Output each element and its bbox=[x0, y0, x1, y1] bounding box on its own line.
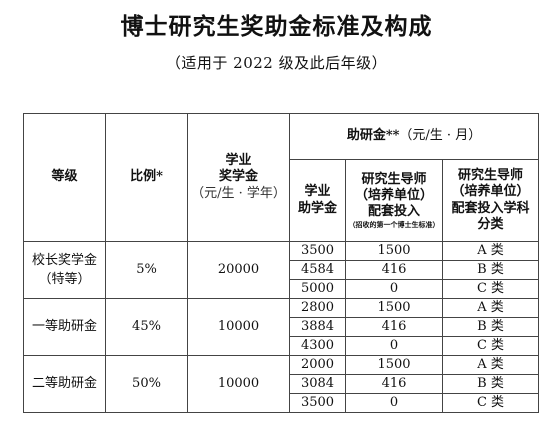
header-scholarship-line1: 学业 bbox=[225, 153, 252, 169]
header-supervisor-line1: 研究生导师 bbox=[361, 171, 427, 187]
category-cell: B 类 bbox=[441, 260, 540, 280]
supervisor-input-cell: 1500 bbox=[345, 241, 443, 261]
header-supervisor-line3: 配套投入 bbox=[367, 204, 420, 220]
category-cell: A 类 bbox=[441, 298, 540, 318]
header-grant-unit: （元/生 · 月） bbox=[399, 128, 482, 144]
category-cell: A 类 bbox=[441, 241, 540, 261]
scholarship-cell: 20000 bbox=[187, 241, 290, 299]
supervisor-input-cell: 0 bbox=[345, 393, 443, 413]
category-cell: C 类 bbox=[441, 336, 540, 356]
table-row: 4584 416 B 类 bbox=[24, 260, 540, 280]
table-row: 校长奖学金 （特等） 5% 20000 3500 1500 A 类 bbox=[23, 241, 540, 299]
academic-grant-cell: 5000 bbox=[289, 279, 346, 299]
table-row: 一等助研金 45% 10000 2800 1500 A 类 bbox=[23, 298, 540, 356]
academic-grant-cell: 3500 bbox=[289, 241, 346, 261]
table-row: 3500 0 C 类 bbox=[24, 393, 540, 413]
header-grant: 助研金**（元/生 · 月） bbox=[288, 113, 540, 160]
page-subtitle: （适用于 2022 级及此后年级） bbox=[165, 54, 388, 72]
header-scholarship-line2: 奖学金 bbox=[218, 169, 258, 185]
header-academic-line1: 学业 bbox=[304, 184, 331, 200]
academic-grant-cell: 3084 bbox=[289, 374, 346, 394]
academic-grant-cell: 4300 bbox=[289, 336, 346, 356]
category-cell: A 类 bbox=[441, 355, 540, 375]
category-cell: B 类 bbox=[441, 317, 540, 337]
table-row: 二等助研金 50% 10000 2000 1500 A 类 bbox=[23, 355, 540, 413]
grade-cell: 校长奖学金 （特等） bbox=[23, 241, 106, 299]
grade-cell: 二等助研金 bbox=[23, 355, 106, 413]
table-row: 3884 416 B 类 bbox=[24, 317, 540, 337]
header-grade: 等级 bbox=[23, 113, 106, 242]
ratio-cell: 50% bbox=[105, 355, 188, 413]
supervisor-input-cell: 416 bbox=[345, 317, 443, 337]
header-grant-label: 助研金** bbox=[346, 128, 400, 144]
scholarship-cell: 10000 bbox=[187, 298, 290, 356]
academic-grant-cell: 3884 bbox=[289, 317, 346, 337]
scholarship-table: 等级 比例* 学业 奖学金 （元/生 · 学年） 助研金**（元/生 · 月） … bbox=[23, 113, 540, 413]
academic-grant-cell: 2000 bbox=[289, 355, 346, 375]
header-row-2: 学业 助学金 研究生导师 （培养单位） 配套投入 （招收的第一个博士生标准） 研… bbox=[24, 159, 540, 242]
header-supervisor: 研究生导师 （培养单位） 配套投入 （招收的第一个博士生标准） bbox=[345, 159, 443, 242]
header-row-1: 等级 比例* 学业 奖学金 （元/生 · 学年） 助研金**（元/生 · 月） bbox=[23, 113, 540, 242]
grade-cell: 一等助研金 bbox=[23, 298, 106, 356]
header-supervisor-note: （招收的第一个博士生标准） bbox=[348, 219, 440, 229]
page-title: 博士研究生奖助金标准及构成 bbox=[120, 13, 433, 40]
header-discipline: 研究生导师（培养单位）配套投入学科分类 bbox=[441, 159, 540, 242]
ratio-cell: 45% bbox=[105, 298, 188, 356]
grade-label: 二等助研金 bbox=[31, 376, 97, 392]
academic-grant-cell: 2800 bbox=[289, 298, 346, 318]
table-row: 5000 0 C 类 bbox=[24, 279, 540, 299]
supervisor-input-cell: 416 bbox=[345, 374, 443, 394]
header-scholarship: 学业 奖学金 （元/生 · 学年） bbox=[187, 113, 290, 242]
grade-label: 一等助研金 bbox=[31, 319, 97, 335]
ratio-cell: 5% bbox=[105, 241, 188, 299]
header-supervisor-line2: （培养单位） bbox=[354, 188, 433, 204]
header-academic-line2: 助学金 bbox=[297, 200, 337, 216]
supervisor-input-cell: 416 bbox=[345, 260, 443, 280]
category-cell: B 类 bbox=[441, 374, 540, 394]
scholarship-cell: 10000 bbox=[187, 355, 290, 413]
header-academic-grant: 学业 助学金 bbox=[289, 159, 346, 242]
category-cell: C 类 bbox=[441, 393, 540, 413]
supervisor-input-cell: 1500 bbox=[345, 298, 443, 318]
supervisor-input-cell: 0 bbox=[345, 279, 443, 299]
category-cell: C 类 bbox=[441, 279, 540, 299]
academic-grant-cell: 4584 bbox=[289, 260, 346, 280]
grade-sublabel: （特等） bbox=[38, 272, 91, 287]
header-scholarship-unit: （元/生 · 学年） bbox=[191, 185, 286, 201]
supervisor-input-cell: 0 bbox=[345, 336, 443, 356]
grade-label: 校长奖学金 bbox=[31, 252, 97, 268]
academic-grant-cell: 3500 bbox=[289, 393, 346, 413]
supervisor-input-cell: 1500 bbox=[345, 355, 443, 375]
header-ratio: 比例* bbox=[105, 113, 188, 242]
